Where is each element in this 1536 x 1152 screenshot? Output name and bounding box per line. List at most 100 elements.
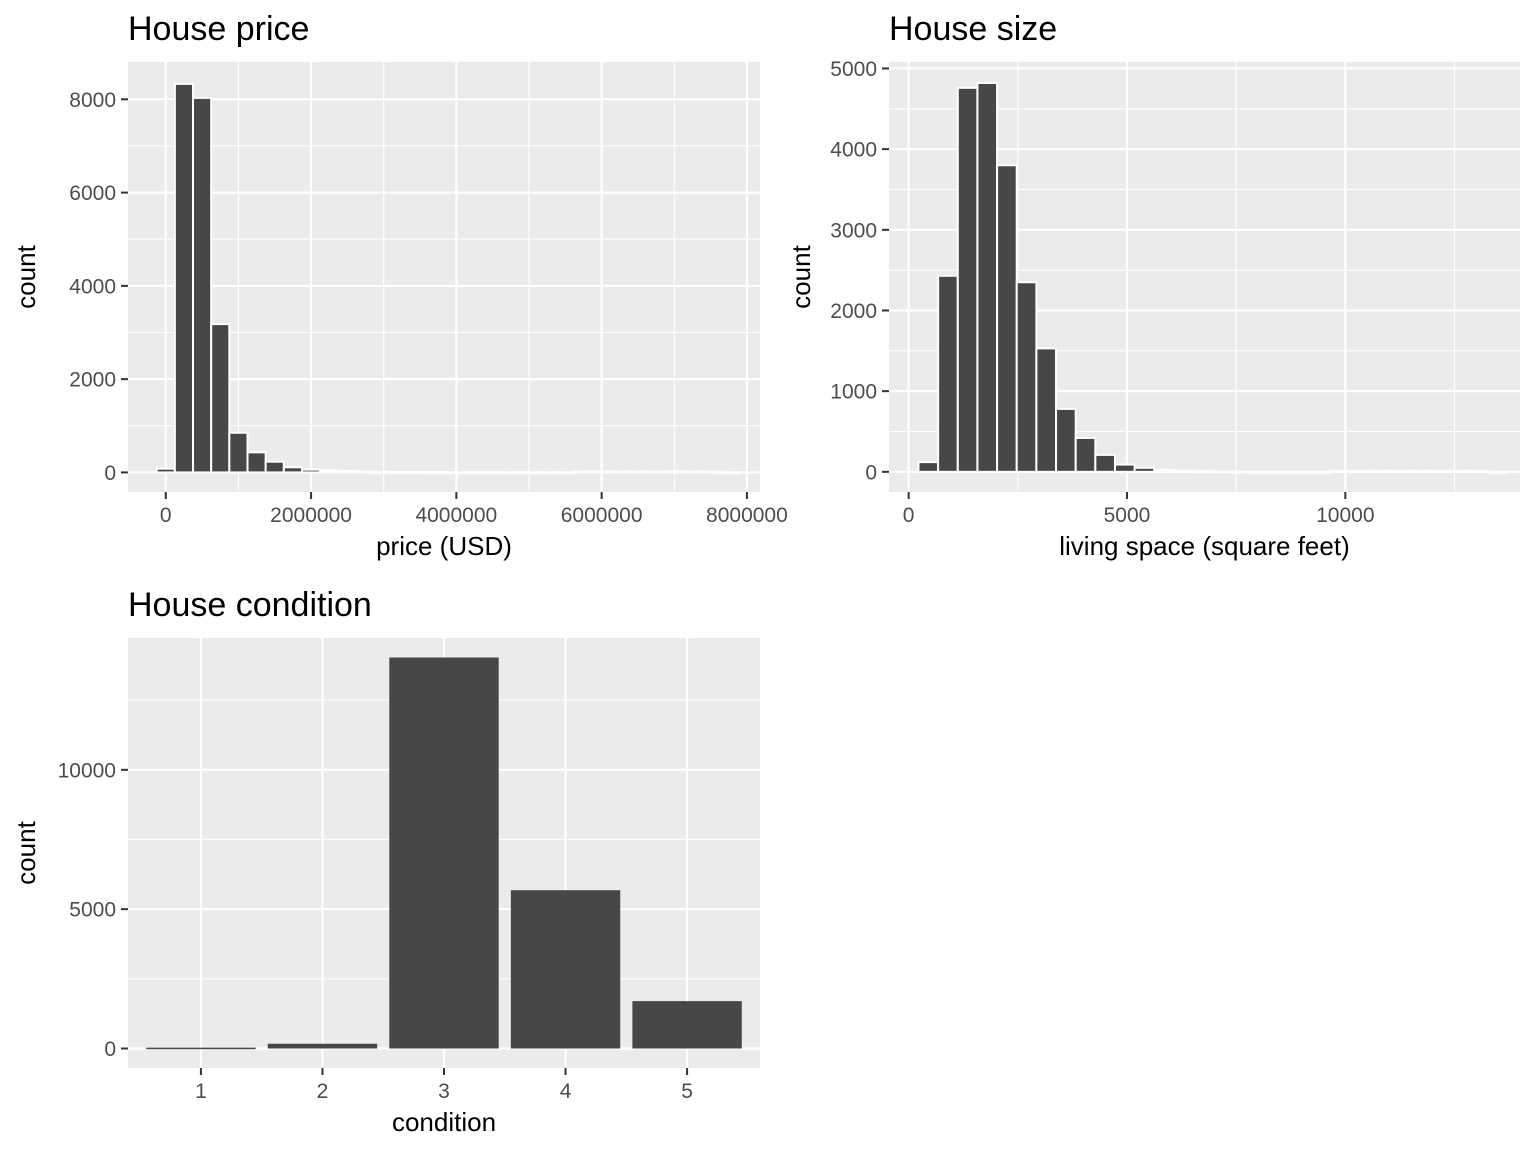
- chart-title: House size: [889, 10, 1057, 48]
- histogram-bin: [246, 451, 267, 474]
- x-tick-label: 2000000: [270, 504, 352, 527]
- histogram-bin: [917, 461, 940, 473]
- x-axis-title: price (USD): [376, 531, 512, 561]
- y-axis-title: count: [11, 820, 41, 884]
- histogram-bin: [1487, 470, 1509, 474]
- x-tick-label: 4000000: [415, 504, 497, 527]
- histogram-bin: [1408, 469, 1431, 473]
- histogram-bin: [428, 471, 449, 475]
- x-tick-label: 4: [560, 1080, 572, 1103]
- histogram-bin: [573, 470, 594, 474]
- chart-title: House price: [128, 10, 309, 48]
- histogram-bin: [646, 470, 667, 474]
- y-tick-label: 2000: [69, 369, 116, 392]
- histogram-bin: [1035, 347, 1058, 473]
- panel-condition: 0 5000 10000 1 2 3 4 5 House condition condition c…: [11, 586, 760, 1137]
- histogram-bin: [956, 86, 979, 473]
- histogram-bin: [1310, 470, 1333, 474]
- y-tick-label: 8000: [69, 89, 116, 112]
- histogram-bin: [1271, 470, 1293, 474]
- histogram-bin: [210, 323, 231, 474]
- y-tick-label: 2000: [830, 300, 877, 323]
- x-tick-label: 1: [195, 1080, 207, 1103]
- y-tick-label: 0: [104, 462, 116, 485]
- chart-title: House condition: [128, 586, 372, 624]
- bar-condition-5: [632, 1001, 742, 1049]
- y-tick-label: 0: [865, 461, 877, 484]
- histogram-bin: [192, 96, 213, 474]
- histogram-bin: [500, 471, 521, 475]
- x-tick-label: 5000: [1104, 504, 1151, 527]
- y-tick-label: 1000: [830, 381, 877, 404]
- bar-condition-1: [146, 1047, 256, 1050]
- histogram-bin: [718, 471, 739, 475]
- histogram-bin: [537, 471, 558, 475]
- histogram-bin: [591, 470, 612, 474]
- histogram-bin: [1231, 470, 1254, 474]
- histogram-bin: [976, 81, 999, 473]
- histogram-bin: [1055, 407, 1077, 473]
- histogram-bin: [1467, 469, 1490, 473]
- histogram-bin: [228, 431, 249, 474]
- x-axis-title: living space (square feet): [1059, 531, 1349, 561]
- histogram-bin: [446, 471, 467, 475]
- histogram-bin: [1074, 436, 1097, 473]
- histogram-bin: [355, 470, 376, 474]
- histogram-bin: [464, 471, 485, 475]
- histogram-bin: [1290, 470, 1313, 474]
- histogram-bin: [664, 470, 685, 474]
- histogram-bin: [1094, 453, 1116, 473]
- histogram-bin: [609, 470, 630, 474]
- x-tick-label: 8000000: [706, 504, 788, 527]
- y-tick-label: 6000: [69, 182, 116, 205]
- histogram-bin: [937, 274, 959, 473]
- y-tick-label: 0: [104, 1038, 116, 1061]
- x-tick-label: 0: [160, 504, 172, 527]
- histogram-bin: [627, 470, 649, 474]
- x-tick-label: 6000000: [561, 504, 643, 527]
- histogram-bin: [373, 470, 394, 474]
- histogram-bin: [700, 470, 721, 474]
- bar-condition-4: [510, 890, 621, 1049]
- histogram-bin: [282, 466, 303, 474]
- histogram-bin: [1330, 469, 1352, 473]
- histogram-bin: [173, 82, 195, 474]
- x-tick-label: 3: [438, 1080, 450, 1103]
- histogram-bin: [1192, 470, 1215, 474]
- histogram-bin: [1172, 469, 1195, 473]
- x-axis-title: condition: [392, 1107, 496, 1137]
- histogram-bin: [1369, 469, 1392, 473]
- histogram-bin: [555, 471, 576, 475]
- y-axis-title: count: [786, 244, 816, 308]
- y-tick-label: 5000: [830, 58, 877, 81]
- y-tick-label: 5000: [69, 899, 116, 922]
- histogram-bin: [391, 471, 412, 475]
- y-tick-label: 10000: [58, 759, 116, 782]
- histogram-bin: [337, 470, 358, 474]
- y-axis-title: count: [11, 244, 41, 308]
- histogram-bin: [155, 467, 176, 474]
- histogram-bin: [1133, 466, 1156, 473]
- histogram-bin: [1448, 469, 1470, 473]
- histogram-bin: [1015, 281, 1038, 473]
- histogram-bin: [1428, 469, 1451, 473]
- histogram-bin: [1113, 463, 1136, 473]
- histogram-bin: [996, 164, 1018, 473]
- histogram-bin: [319, 469, 340, 474]
- histogram-bin: [409, 471, 431, 475]
- panel-size: 0 1000 2000 3000 4000 5000 0 5000 10000 House siz…: [786, 10, 1520, 561]
- histogram-bin: [1389, 469, 1411, 473]
- histogram-bin: [682, 470, 703, 474]
- x-tick-label: 5: [681, 1080, 693, 1103]
- bar-condition-3: [389, 657, 499, 1049]
- histogram-bin: [1251, 470, 1274, 474]
- y-tick-label: 4000: [830, 139, 877, 162]
- histogram-bin: [1212, 470, 1234, 474]
- panel-price: 0 2000 4000 6000 8000 0 2000000 4000000 6000000 8…: [11, 10, 788, 561]
- histogram-bin: [264, 460, 285, 474]
- x-tick-label: 2: [317, 1080, 329, 1103]
- y-tick-label: 3000: [830, 219, 877, 242]
- histogram-bin: [300, 468, 322, 474]
- histogram-bin: [1153, 468, 1175, 473]
